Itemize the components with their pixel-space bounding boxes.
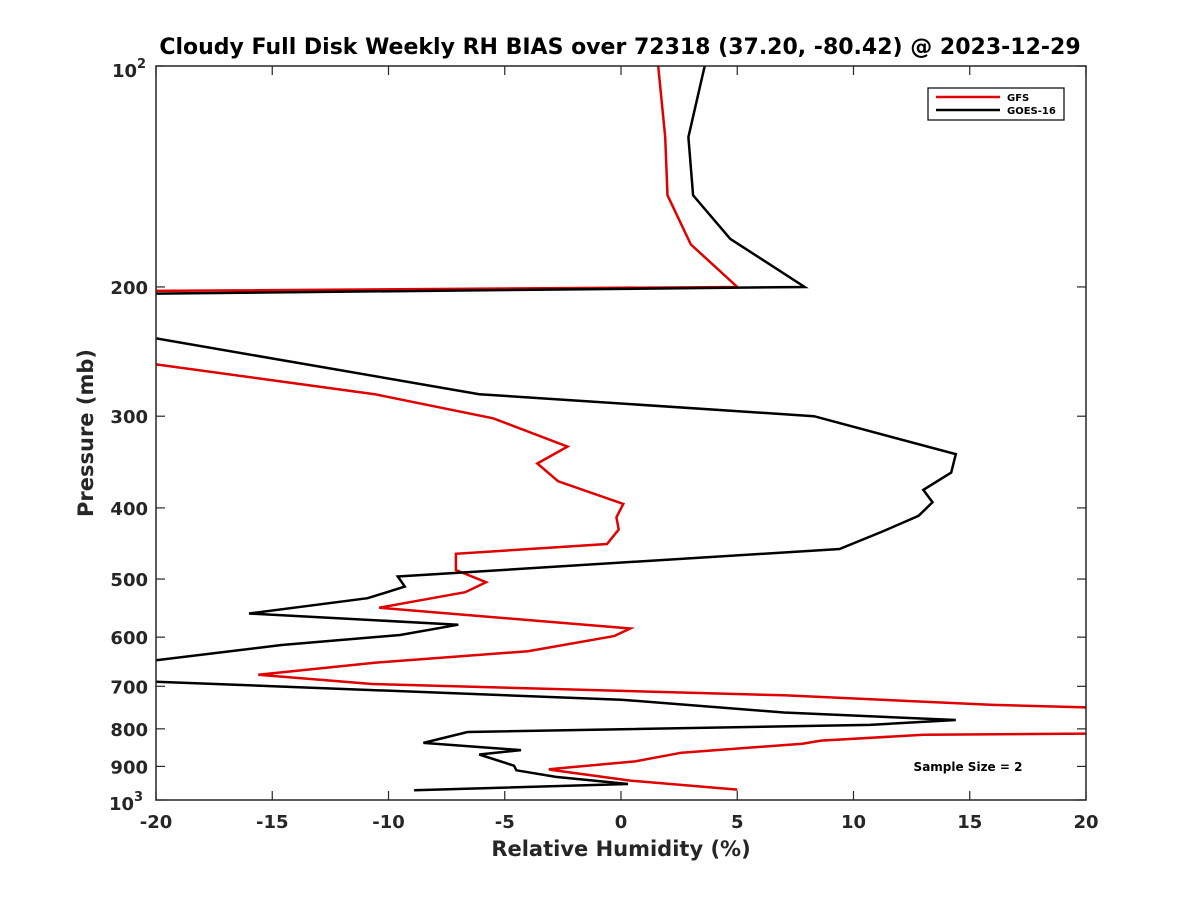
y-bottom-label-base: 10: [109, 794, 134, 815]
y-tick-label: 900: [110, 757, 148, 778]
sample-size-annotation: Sample Size = 2: [914, 760, 1023, 774]
y-tick-label: 200: [110, 278, 148, 299]
chart-title: Cloudy Full Disk Weekly RH BIAS over 723…: [159, 35, 1080, 60]
legend-label-goes16: GOES-16: [1007, 106, 1056, 117]
legend-label-gfs: GFS: [1007, 93, 1029, 104]
y-tick-label: 700: [110, 677, 148, 698]
y-tick-label: 400: [110, 499, 148, 520]
y-bottom-label-exponent: 3: [134, 790, 143, 805]
y-tick-label: 500: [110, 570, 148, 591]
x-tick-label: 15: [957, 812, 982, 833]
series-group: [156, 66, 1086, 792]
x-tick-label: 5: [731, 812, 744, 833]
y-tick-label: 300: [110, 407, 148, 428]
x-tick-label: -15: [256, 812, 289, 833]
y-tick-label: 800: [110, 720, 148, 741]
series-line-goes16: [156, 66, 958, 792]
x-tick-label: 0: [615, 812, 628, 833]
legend-box: [927, 87, 1065, 121]
x-tick-label: 10: [841, 812, 866, 833]
x-axis: -20 -15 -10 -5 0 5 10 15 20: [140, 66, 1099, 833]
y-axis: 200 300 400 500 600 700 800 900: [110, 65, 1086, 801]
y-tick-label: 600: [110, 628, 148, 649]
y-axis-title: Pressure (mb): [74, 349, 98, 517]
y-top-label: 10 2: [112, 57, 146, 82]
x-tick-label: -5: [495, 812, 515, 833]
y-top-label-base: 10: [112, 61, 137, 82]
series-line-gfs: [156, 66, 1086, 791]
x-axis-title: Relative Humidity (%): [491, 837, 750, 861]
y-top-label-exponent: 2: [137, 57, 146, 72]
x-tick-label: -10: [372, 812, 405, 833]
x-tick-label: -20: [140, 812, 173, 833]
legend: GFS GOES-16: [927, 87, 1065, 121]
y-bottom-label: 10 3: [109, 790, 143, 815]
x-tick-label: 20: [1073, 812, 1098, 833]
